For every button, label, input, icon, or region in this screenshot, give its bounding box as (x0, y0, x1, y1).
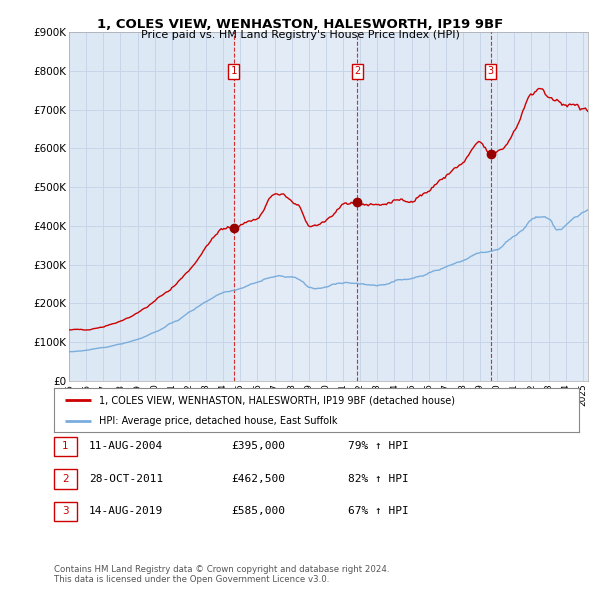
Text: 82% ↑ HPI: 82% ↑ HPI (348, 474, 409, 484)
Text: £462,500: £462,500 (231, 474, 285, 484)
Text: Price paid vs. HM Land Registry's House Price Index (HPI): Price paid vs. HM Land Registry's House … (140, 30, 460, 40)
Text: 1: 1 (62, 441, 69, 451)
Text: 2: 2 (354, 66, 361, 76)
Text: 11-AUG-2004: 11-AUG-2004 (89, 441, 163, 451)
Text: 3: 3 (62, 506, 69, 516)
Text: 28-OCT-2011: 28-OCT-2011 (89, 474, 163, 484)
Text: £585,000: £585,000 (231, 506, 285, 516)
Bar (491, 32, 588, 381)
Text: 3: 3 (488, 66, 494, 76)
Text: HPI: Average price, detached house, East Suffolk: HPI: Average price, detached house, East… (98, 416, 337, 426)
Text: 14-AUG-2019: 14-AUG-2019 (89, 506, 163, 516)
Text: 1, COLES VIEW, WENHASTON, HALESWORTH, IP19 9BF: 1, COLES VIEW, WENHASTON, HALESWORTH, IP… (97, 18, 503, 31)
Text: 1, COLES VIEW, WENHASTON, HALESWORTH, IP19 9BF (detached house): 1, COLES VIEW, WENHASTON, HALESWORTH, IP… (98, 395, 455, 405)
Text: Contains HM Land Registry data © Crown copyright and database right 2024.
This d: Contains HM Land Registry data © Crown c… (54, 565, 389, 584)
Text: £395,000: £395,000 (231, 441, 285, 451)
Text: 79% ↑ HPI: 79% ↑ HPI (348, 441, 409, 451)
Text: 1: 1 (230, 66, 236, 76)
Bar (233, 32, 357, 381)
Bar (357, 32, 491, 381)
Text: 67% ↑ HPI: 67% ↑ HPI (348, 506, 409, 516)
Text: 2: 2 (62, 474, 69, 484)
